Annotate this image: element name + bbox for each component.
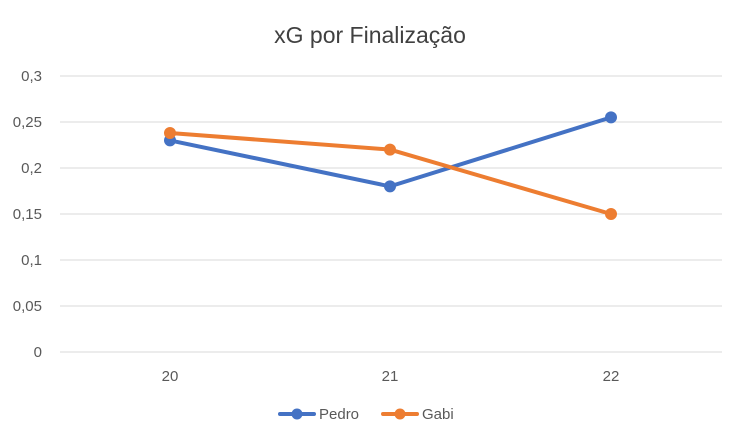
legend-label: Pedro [319, 406, 359, 423]
legend-item-pedro: Pedro [278, 406, 359, 423]
x-axis-tick-labels: 20 21 22 [162, 368, 620, 385]
data-point-gabi [384, 143, 396, 156]
data-point-pedro [384, 180, 396, 193]
series-layer [164, 111, 617, 220]
y-tick-label: 0,2 [21, 160, 42, 177]
legend-marker [394, 408, 406, 420]
data-point-gabi [164, 127, 176, 140]
x-tick-label: 22 [603, 368, 620, 385]
y-tick-label: 0,05 [13, 298, 42, 315]
y-tick-label: 0,25 [13, 114, 42, 131]
data-point-pedro [605, 111, 617, 124]
legend-label: Gabi [422, 406, 454, 423]
data-point-gabi [605, 208, 617, 220]
y-tick-label: 0,1 [21, 252, 42, 269]
y-tick-label: 0,15 [13, 206, 42, 223]
legend-marker [291, 408, 303, 420]
chart-title: xG por Finalização [274, 22, 466, 48]
y-tick-label: 0,3 [21, 68, 42, 85]
gridlines [60, 75, 722, 353]
x-tick-label: 20 [162, 368, 179, 385]
y-axis-tick-labels: 0 0,05 0,1 0,15 0,2 0,25 0,3 [13, 68, 42, 361]
x-tick-label: 21 [382, 368, 399, 385]
series-gabi [164, 127, 617, 220]
legend: Pedro Gabi [278, 406, 454, 423]
y-tick-label: 0 [34, 344, 42, 361]
legend-item-gabi: Gabi [381, 406, 454, 423]
